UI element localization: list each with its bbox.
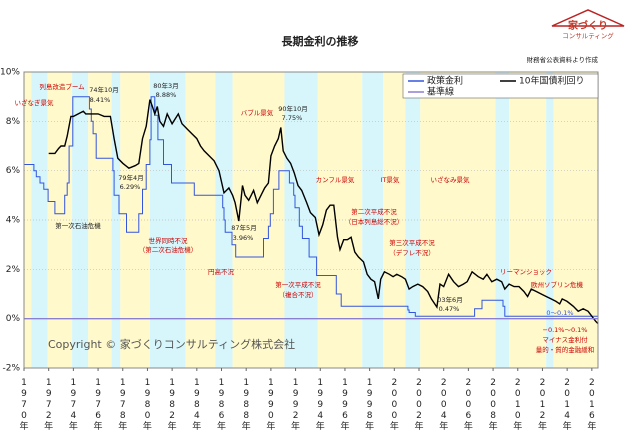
annotation: いざなみ景気 xyxy=(431,175,471,184)
annotation: 03年6月 xyxy=(437,295,462,304)
legend-label: 基準線 xyxy=(427,86,454,98)
annotation: −0.1%～0.1% xyxy=(543,326,588,334)
lines xyxy=(24,96,599,325)
series-line xyxy=(24,96,598,317)
annotation: 90年10月 xyxy=(278,104,308,113)
annotation: 8.88% xyxy=(156,91,177,99)
annotation: 87年5月 xyxy=(231,223,256,232)
annotation: 第一次石油危機 xyxy=(55,221,101,230)
y-tick-label: 2% xyxy=(6,265,21,275)
annotation: 3.96% xyxy=(233,234,254,242)
period-band xyxy=(420,72,496,368)
annotation: 8.41% xyxy=(90,96,111,104)
annotation: IT景気 xyxy=(381,175,400,184)
annotation: 量的・質的金融緩和 xyxy=(536,345,595,354)
period-band xyxy=(72,72,89,368)
logo: 家づくり コンサルティング xyxy=(551,9,625,40)
annotation: 74年10月 xyxy=(89,85,119,94)
annotation: リーマンショック xyxy=(500,268,552,276)
y-tick-label: 10% xyxy=(0,68,20,78)
annotation: 第一次平成不況 xyxy=(275,280,321,289)
annotation: 0～0.1% xyxy=(546,309,573,317)
annotation: マイナス金利付 xyxy=(542,335,588,344)
chart-title: 長期金利の推移 xyxy=(282,34,359,48)
annotation: （第二次石油危機） xyxy=(139,245,198,254)
annotation: 円高不況 xyxy=(208,267,235,276)
annotation: （デフレ不況） xyxy=(389,248,435,257)
annotation: 欧州ソブリン危機 xyxy=(531,280,584,289)
annotation: 列島改造ブーム xyxy=(39,82,85,91)
annotation: （複合不況） xyxy=(279,290,318,299)
annotation: （日本列島総不況） xyxy=(345,217,404,226)
y-tick-label: 6% xyxy=(6,166,21,176)
y-tick-label: 8% xyxy=(6,117,21,127)
period-band xyxy=(383,72,406,368)
period-band xyxy=(111,72,121,368)
copyright: Copyright © 家づくりコンサルティング株式会社 xyxy=(48,337,295,351)
y-tick-label: -2% xyxy=(2,364,20,374)
period-band xyxy=(495,72,510,368)
annotation: いざなぎ景気 xyxy=(15,98,55,107)
legend-label: 政策金利 xyxy=(427,75,463,87)
plot-frame xyxy=(23,71,599,369)
y-tick-label: 4% xyxy=(6,216,21,226)
annotation: 7.75% xyxy=(282,114,303,122)
annotation: 第三次平成不況 xyxy=(389,238,435,247)
y-tick-label: 0% xyxy=(6,314,21,324)
annotation: 0.47% xyxy=(439,305,460,313)
logo-text: コンサルティング xyxy=(562,31,614,40)
annotation: 第二次平成不況 xyxy=(351,207,397,216)
logo-roof xyxy=(551,9,625,27)
source: 財務省公表資料より作成 xyxy=(527,55,599,64)
legend-label: 10年国債利回り xyxy=(519,75,584,87)
annotation: 世界同時不況 xyxy=(149,236,189,245)
period-band xyxy=(405,72,421,368)
logo-text: 家づくり xyxy=(568,19,608,32)
annotation: 6.29% xyxy=(120,183,141,191)
annotation: 79年4月 xyxy=(118,173,143,182)
annotation: 80年3月 xyxy=(153,81,178,90)
annotation: カンフル景気 xyxy=(316,175,355,184)
annotation: バブル景気 xyxy=(241,108,274,117)
series-line xyxy=(48,99,599,325)
legend-box xyxy=(402,73,599,99)
